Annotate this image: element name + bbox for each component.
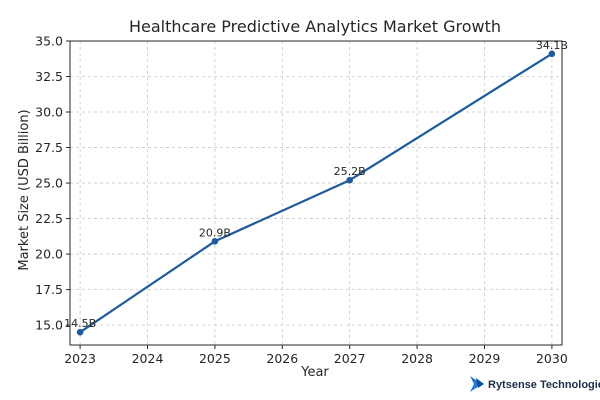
y-tick-label: 30.0 xyxy=(35,105,63,120)
y-tick-label: 17.5 xyxy=(35,282,63,297)
brand-name: Rytsense Technologies xyxy=(488,379,600,391)
grid-lines xyxy=(70,40,562,345)
y-axis-title: Market Size (USD Billion) xyxy=(17,109,32,270)
chart-title: Healthcare Predictive Analytics Market G… xyxy=(129,17,501,36)
y-tick-label: 27.5 xyxy=(35,140,63,155)
x-tick-label: 2026 xyxy=(266,351,298,366)
axis-ticks: 2023 2024 2025 2026 2027 2028 2029 2030 15.0 17.5… xyxy=(35,34,568,367)
rytsense-logo-icon xyxy=(470,376,484,392)
data-label: 34.1B xyxy=(536,39,568,52)
data-point xyxy=(548,50,556,58)
x-tick-label: 2023 xyxy=(64,351,96,366)
data-point xyxy=(211,237,219,245)
data-label: 14.5B xyxy=(64,317,96,330)
x-tick-label: 2029 xyxy=(469,351,501,366)
data-point xyxy=(76,328,84,336)
y-tick-label: 32.5 xyxy=(35,69,63,84)
y-tick-label: 25.0 xyxy=(35,176,63,191)
x-tick-label: 2024 xyxy=(132,351,164,366)
x-tick-label: 2027 xyxy=(334,351,366,366)
y-tick-label: 22.5 xyxy=(35,211,63,226)
plot-area-frame xyxy=(69,40,563,346)
y-tick-label: 35.0 xyxy=(35,34,63,49)
y-tick-label: 15.0 xyxy=(35,318,63,333)
y-tick-label: 20.0 xyxy=(35,247,63,262)
data-point xyxy=(346,176,353,184)
brand-logo: Rytsense Technologies xyxy=(470,376,600,392)
x-axis-title: Year xyxy=(300,365,329,380)
series-line-group: 14.5B 20.9B 25.2B 34.1B xyxy=(64,39,568,336)
x-tick-label: 2028 xyxy=(401,351,433,366)
series-line xyxy=(79,52,553,334)
x-tick-label: 2025 xyxy=(199,351,231,366)
data-label: 25.2B xyxy=(334,165,366,178)
x-tick-label: 2030 xyxy=(536,351,568,366)
data-label: 20.9B xyxy=(199,226,231,239)
